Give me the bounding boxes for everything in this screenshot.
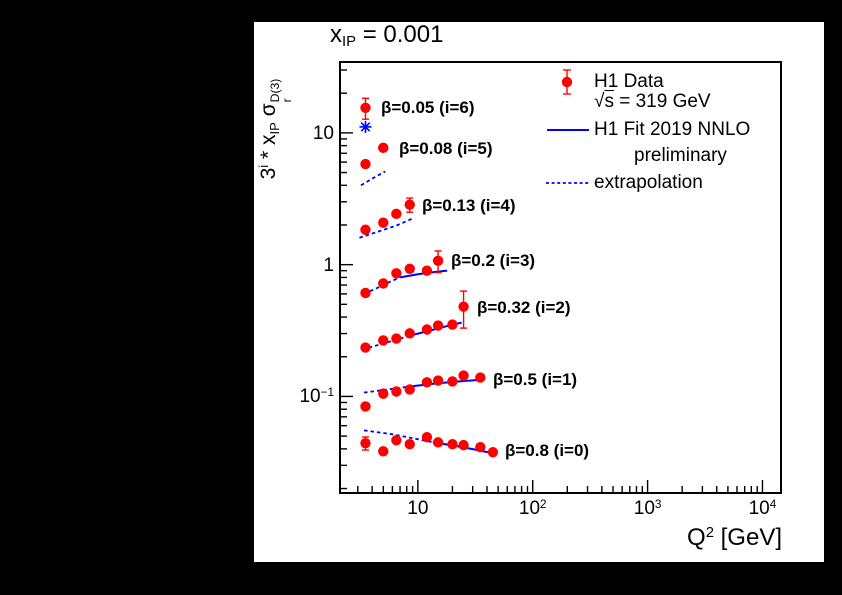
data-point (404, 328, 415, 339)
data-point (360, 224, 371, 235)
data-point (421, 265, 433, 276)
data-point (404, 263, 415, 275)
data-point (378, 142, 389, 154)
data-point (432, 255, 444, 266)
legend-label-extrapolation: extrapolation (594, 172, 703, 193)
data-point (360, 158, 371, 170)
data-point (421, 377, 433, 388)
data-point (360, 287, 371, 299)
data-point (378, 278, 389, 289)
series-beta-0.32 (360, 290, 469, 353)
legend-data-marker-icon (561, 69, 573, 95)
fit-line-dashed (363, 385, 410, 394)
data-point (475, 372, 486, 383)
series-beta-0.13 (359, 197, 415, 239)
series-beta-0.05 (359, 97, 372, 133)
legend-extrapolation-line-icon (546, 182, 590, 184)
legend-label-energy: √s = 319 GeV (594, 91, 711, 113)
plot-title: xIP = 0.001 (330, 21, 444, 51)
data-point (447, 439, 458, 450)
sqrt-symbol: √ (594, 91, 605, 112)
data-point (404, 384, 415, 395)
data-point (421, 324, 433, 335)
energy-value: = 319 GeV (613, 91, 711, 112)
data-point (360, 401, 371, 412)
data-point (475, 441, 486, 453)
data-point (378, 446, 389, 457)
data-point (378, 388, 389, 399)
x-axis-title: Q2 [GeV] (687, 524, 782, 551)
data-point (391, 333, 402, 344)
series-beta-0.5 (360, 370, 486, 412)
data-point (378, 335, 389, 346)
legend: H1 Data √s = 319 GeV H1 Fit 2019 NNLO pr… (522, 62, 782, 193)
data-point (447, 319, 458, 330)
data-point (421, 431, 433, 443)
y-axis-title: 3i * xIP σ D(3) r (255, 78, 295, 180)
data-point (432, 320, 444, 331)
data-point (432, 375, 444, 386)
data-point (391, 268, 402, 279)
fit-marker-asterisk-icon (360, 122, 371, 132)
series-beta-0.2 (360, 250, 448, 299)
sqrt-argument: s (604, 91, 614, 112)
data-point (360, 437, 371, 449)
legend-label-fit: H1 Fit 2019 NNLO (594, 119, 751, 140)
data-point (432, 437, 444, 448)
series-beta-0.08 (360, 142, 389, 187)
legend-label-h1-data: H1 Data (594, 71, 664, 92)
series-beta-0.8 (360, 429, 499, 458)
data-point (404, 199, 415, 210)
data-point (391, 208, 402, 220)
data-point (378, 217, 389, 228)
data-point (447, 376, 458, 387)
data-point (404, 439, 415, 450)
data-point (458, 301, 469, 312)
data-point (487, 447, 499, 458)
fit-line-solid (409, 378, 485, 388)
legend-label-preliminary: preliminary (634, 145, 727, 166)
data-point (391, 435, 402, 446)
data-point (360, 102, 371, 113)
plot-canvas (254, 22, 824, 562)
data-point (360, 342, 371, 353)
data-point (458, 439, 469, 451)
data-point (391, 386, 402, 397)
fit-line-dashed (360, 170, 386, 187)
legend-fit-line-icon (547, 129, 589, 131)
fit-line-dashed (359, 217, 413, 239)
data-point (458, 370, 469, 381)
